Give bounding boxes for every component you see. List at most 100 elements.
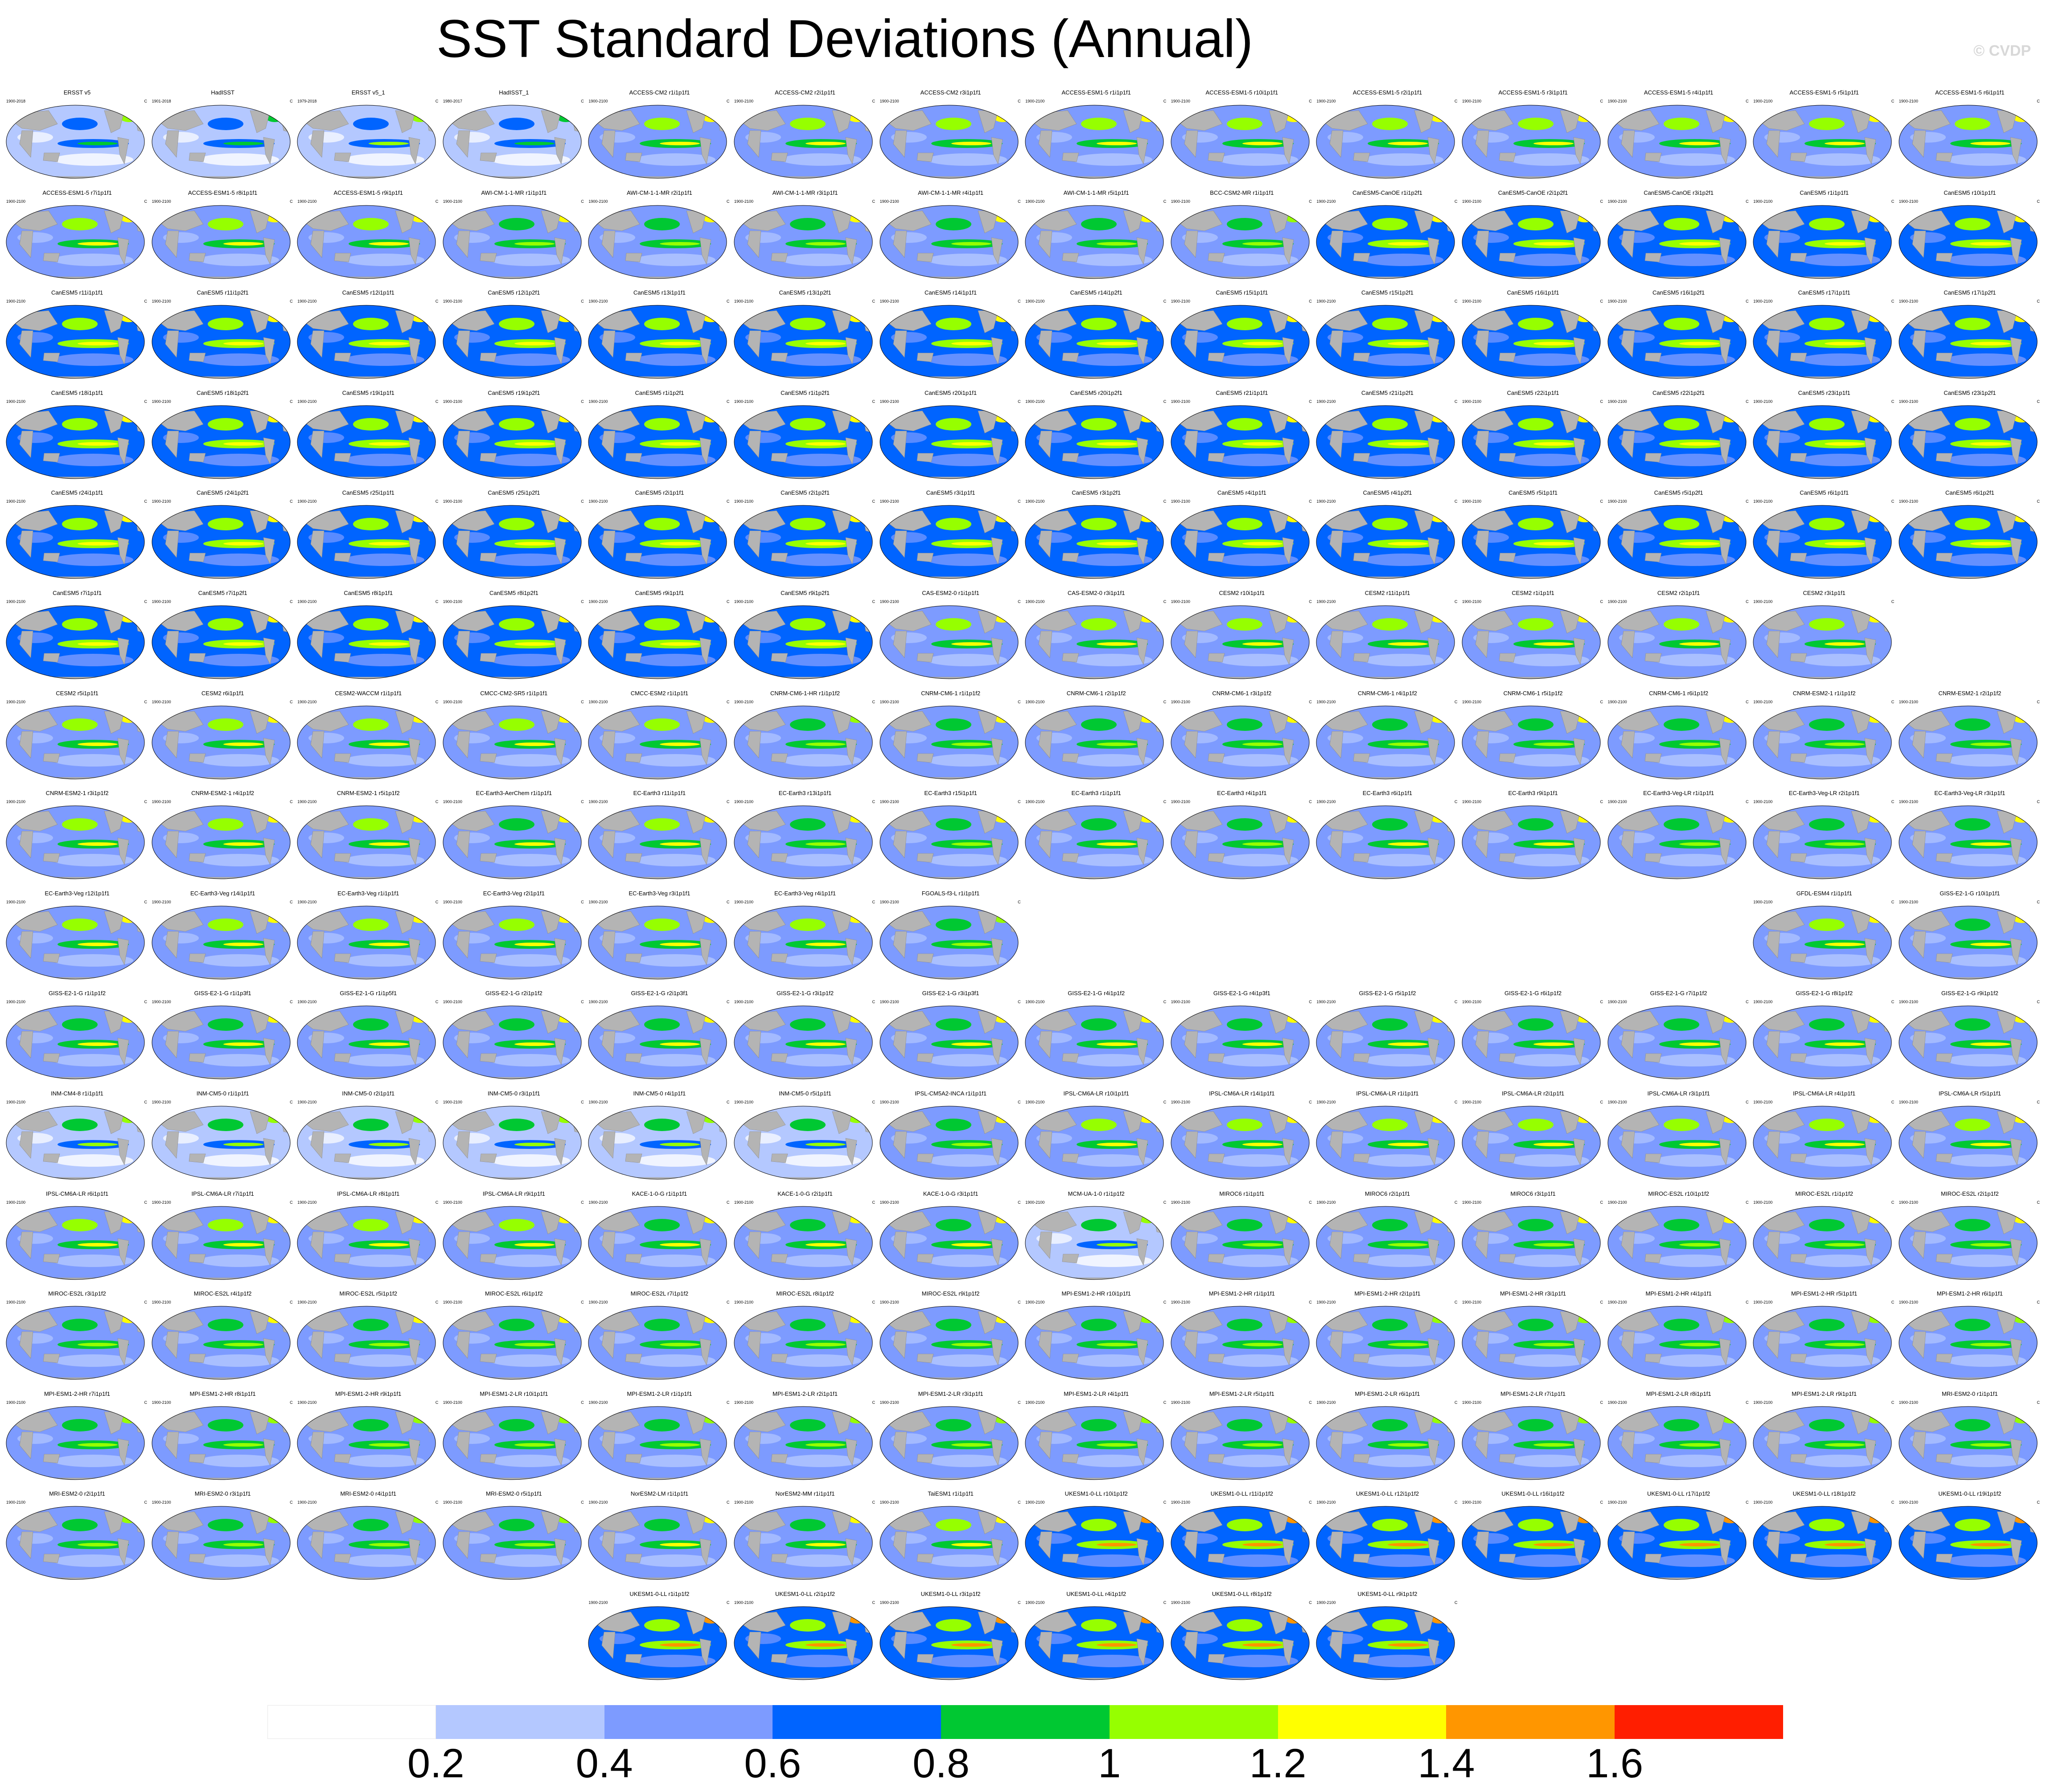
panel-period: 1900-2100 <box>6 299 26 304</box>
land-mass <box>117 437 129 465</box>
southern-ocean-band <box>635 353 716 366</box>
land-mass <box>2010 437 2022 465</box>
north-pacific-anomaly <box>935 1018 971 1031</box>
enso-core <box>660 342 700 346</box>
panel-units: C <box>726 499 730 504</box>
land-mass <box>43 353 60 362</box>
enso-core <box>78 1143 118 1146</box>
sst-map <box>1462 505 1601 579</box>
panel-units: C <box>581 399 584 404</box>
panel-units: C <box>1746 399 1749 404</box>
map-panel: CESM2 r11i1p1f1 1900-2100 C <box>1315 590 1460 684</box>
enso-core <box>223 742 263 746</box>
land-mass <box>1790 353 1807 362</box>
land-mass <box>893 330 907 358</box>
enso-core <box>223 242 263 246</box>
gulf-stream-hotspot <box>1147 114 1154 118</box>
gulf-stream-hotspot <box>710 1315 717 1320</box>
sst-map <box>1607 305 1747 379</box>
land-mass <box>1428 437 1439 465</box>
gulf-stream-hotspot <box>1874 1515 1882 1520</box>
panel-title: CanESM5 r1i1p2f1 <box>635 389 684 396</box>
enso-core <box>514 842 555 846</box>
gulf-stream-hotspot <box>1729 1115 1736 1119</box>
panel-title: BCC-CSM2-MR r1i1p1f1 <box>1210 189 1274 196</box>
enso-core <box>514 442 555 446</box>
north-pacific-anomaly <box>935 418 971 431</box>
southern-ocean-band <box>1363 153 1444 166</box>
gulf-stream-hotspot <box>855 1014 863 1019</box>
gulf-stream-hotspot <box>127 714 135 719</box>
sst-map <box>1316 805 1455 879</box>
north-pacific-anomaly <box>644 1619 680 1632</box>
north-pacific-anomaly <box>1518 1119 1554 1131</box>
map-panel: ACCESS-ESM1-5 r2i1p1f1 1900-2100 C <box>1315 89 1460 184</box>
north-pacific-anomaly <box>1226 1419 1262 1431</box>
panel-title: CNRM-CM6-1 r1i1p1f2 <box>921 689 981 697</box>
enso-core <box>806 1243 846 1247</box>
sst-map <box>6 405 145 479</box>
panel-period: 1900-2100 <box>1753 199 1773 204</box>
map-outline <box>880 405 1019 479</box>
panel-period: 1980-2017 <box>443 99 462 103</box>
land-mass <box>19 531 33 558</box>
panel-grid: ERSST v5 1900-2018 C HadISST 1901-2018 C ERSST… <box>4 89 2040 1680</box>
gulf-stream-hotspot <box>855 1615 863 1620</box>
panel-units: C <box>290 199 293 204</box>
land-mass <box>1330 130 1344 158</box>
north-pacific-anomaly <box>1081 217 1117 230</box>
north-pacific-anomaly <box>1954 1119 1990 1131</box>
enso-core <box>1533 542 1574 546</box>
north-pacific-anomaly <box>62 418 98 431</box>
sst-map <box>734 705 873 779</box>
panel-units: C <box>1018 199 1021 204</box>
map-outline <box>1462 305 1601 379</box>
land-mass <box>991 137 1003 164</box>
panel-title: CanESM5 r15i1p2f1 <box>1361 289 1414 296</box>
map-panel: UKESM1-0-LL r18i1p1f2 1900-2100 C <box>1751 1490 1897 1585</box>
gulf-stream-hotspot <box>1292 714 1299 719</box>
panel-title: CESM2 r6i1p1f1 <box>201 689 244 697</box>
gulf-stream-hotspot <box>1147 1515 1154 1520</box>
sst-map <box>1316 1606 1455 1680</box>
map-outline <box>1025 205 1164 279</box>
enso-core <box>1825 942 1865 946</box>
land-mass <box>771 1654 788 1664</box>
gulf-stream-hotspot <box>273 1415 280 1419</box>
sst-map <box>1607 805 1747 879</box>
panel-units: C <box>144 199 148 204</box>
gulf-stream-hotspot <box>2020 114 2027 118</box>
map-panel: INM-CM5-0 r4i1p1f1 1900-2100 C <box>587 1090 732 1185</box>
panel-title: AWI-CM-1-1-MR r3i1p1f1 <box>772 189 838 196</box>
southern-ocean-band <box>344 153 425 166</box>
panel-title: ACCESS-ESM1-5 r4i1p1f1 <box>1644 89 1714 96</box>
map-panel: MIROC-ES2L r5i1p1f2 1900-2100 C <box>296 1290 441 1385</box>
gulf-stream-hotspot <box>1583 1315 1591 1320</box>
land-mass <box>1936 253 1953 262</box>
land-mass <box>771 152 788 162</box>
map-outline <box>1462 205 1601 279</box>
panel-units: C <box>1746 499 1749 504</box>
enso-core <box>1388 1643 1428 1647</box>
land-mass <box>554 437 566 465</box>
sst-map <box>1607 205 1747 279</box>
enso-core <box>1097 842 1137 846</box>
map-panel: IPSL-CM6A-LR r6i1p1f1 1900-2100 C <box>4 1190 150 1285</box>
sst-map <box>734 906 873 980</box>
enso-core <box>223 1143 263 1146</box>
map-panel: EC-Earth3 r9i1p1f1 1900-2100 C <box>1460 790 1606 884</box>
panel-units: C <box>1163 99 1167 103</box>
enso-core <box>951 1543 991 1547</box>
panel-title: UKESM1-0-LL r18i1p1f2 <box>1792 1490 1856 1497</box>
panel-title: MIROC-ES2L r2i1p1f2 <box>1941 1190 1999 1197</box>
north-pacific-anomaly <box>1372 718 1408 731</box>
map-outline <box>6 505 145 579</box>
panel-title: CNRM-CM6-1 r3i1p1f2 <box>1212 689 1272 697</box>
panel-units: C <box>581 99 584 103</box>
enso-core <box>1970 1343 2010 1347</box>
map-panel: CanESM5 r8i1p2f1 1900-2100 C <box>441 590 587 684</box>
map-outline <box>1171 105 1310 179</box>
land-mass <box>1062 253 1079 262</box>
gulf-stream-hotspot <box>127 1415 135 1419</box>
map-panel: BCC-CSM2-MR r1i1p1f1 1900-2100 C <box>1169 189 1315 284</box>
